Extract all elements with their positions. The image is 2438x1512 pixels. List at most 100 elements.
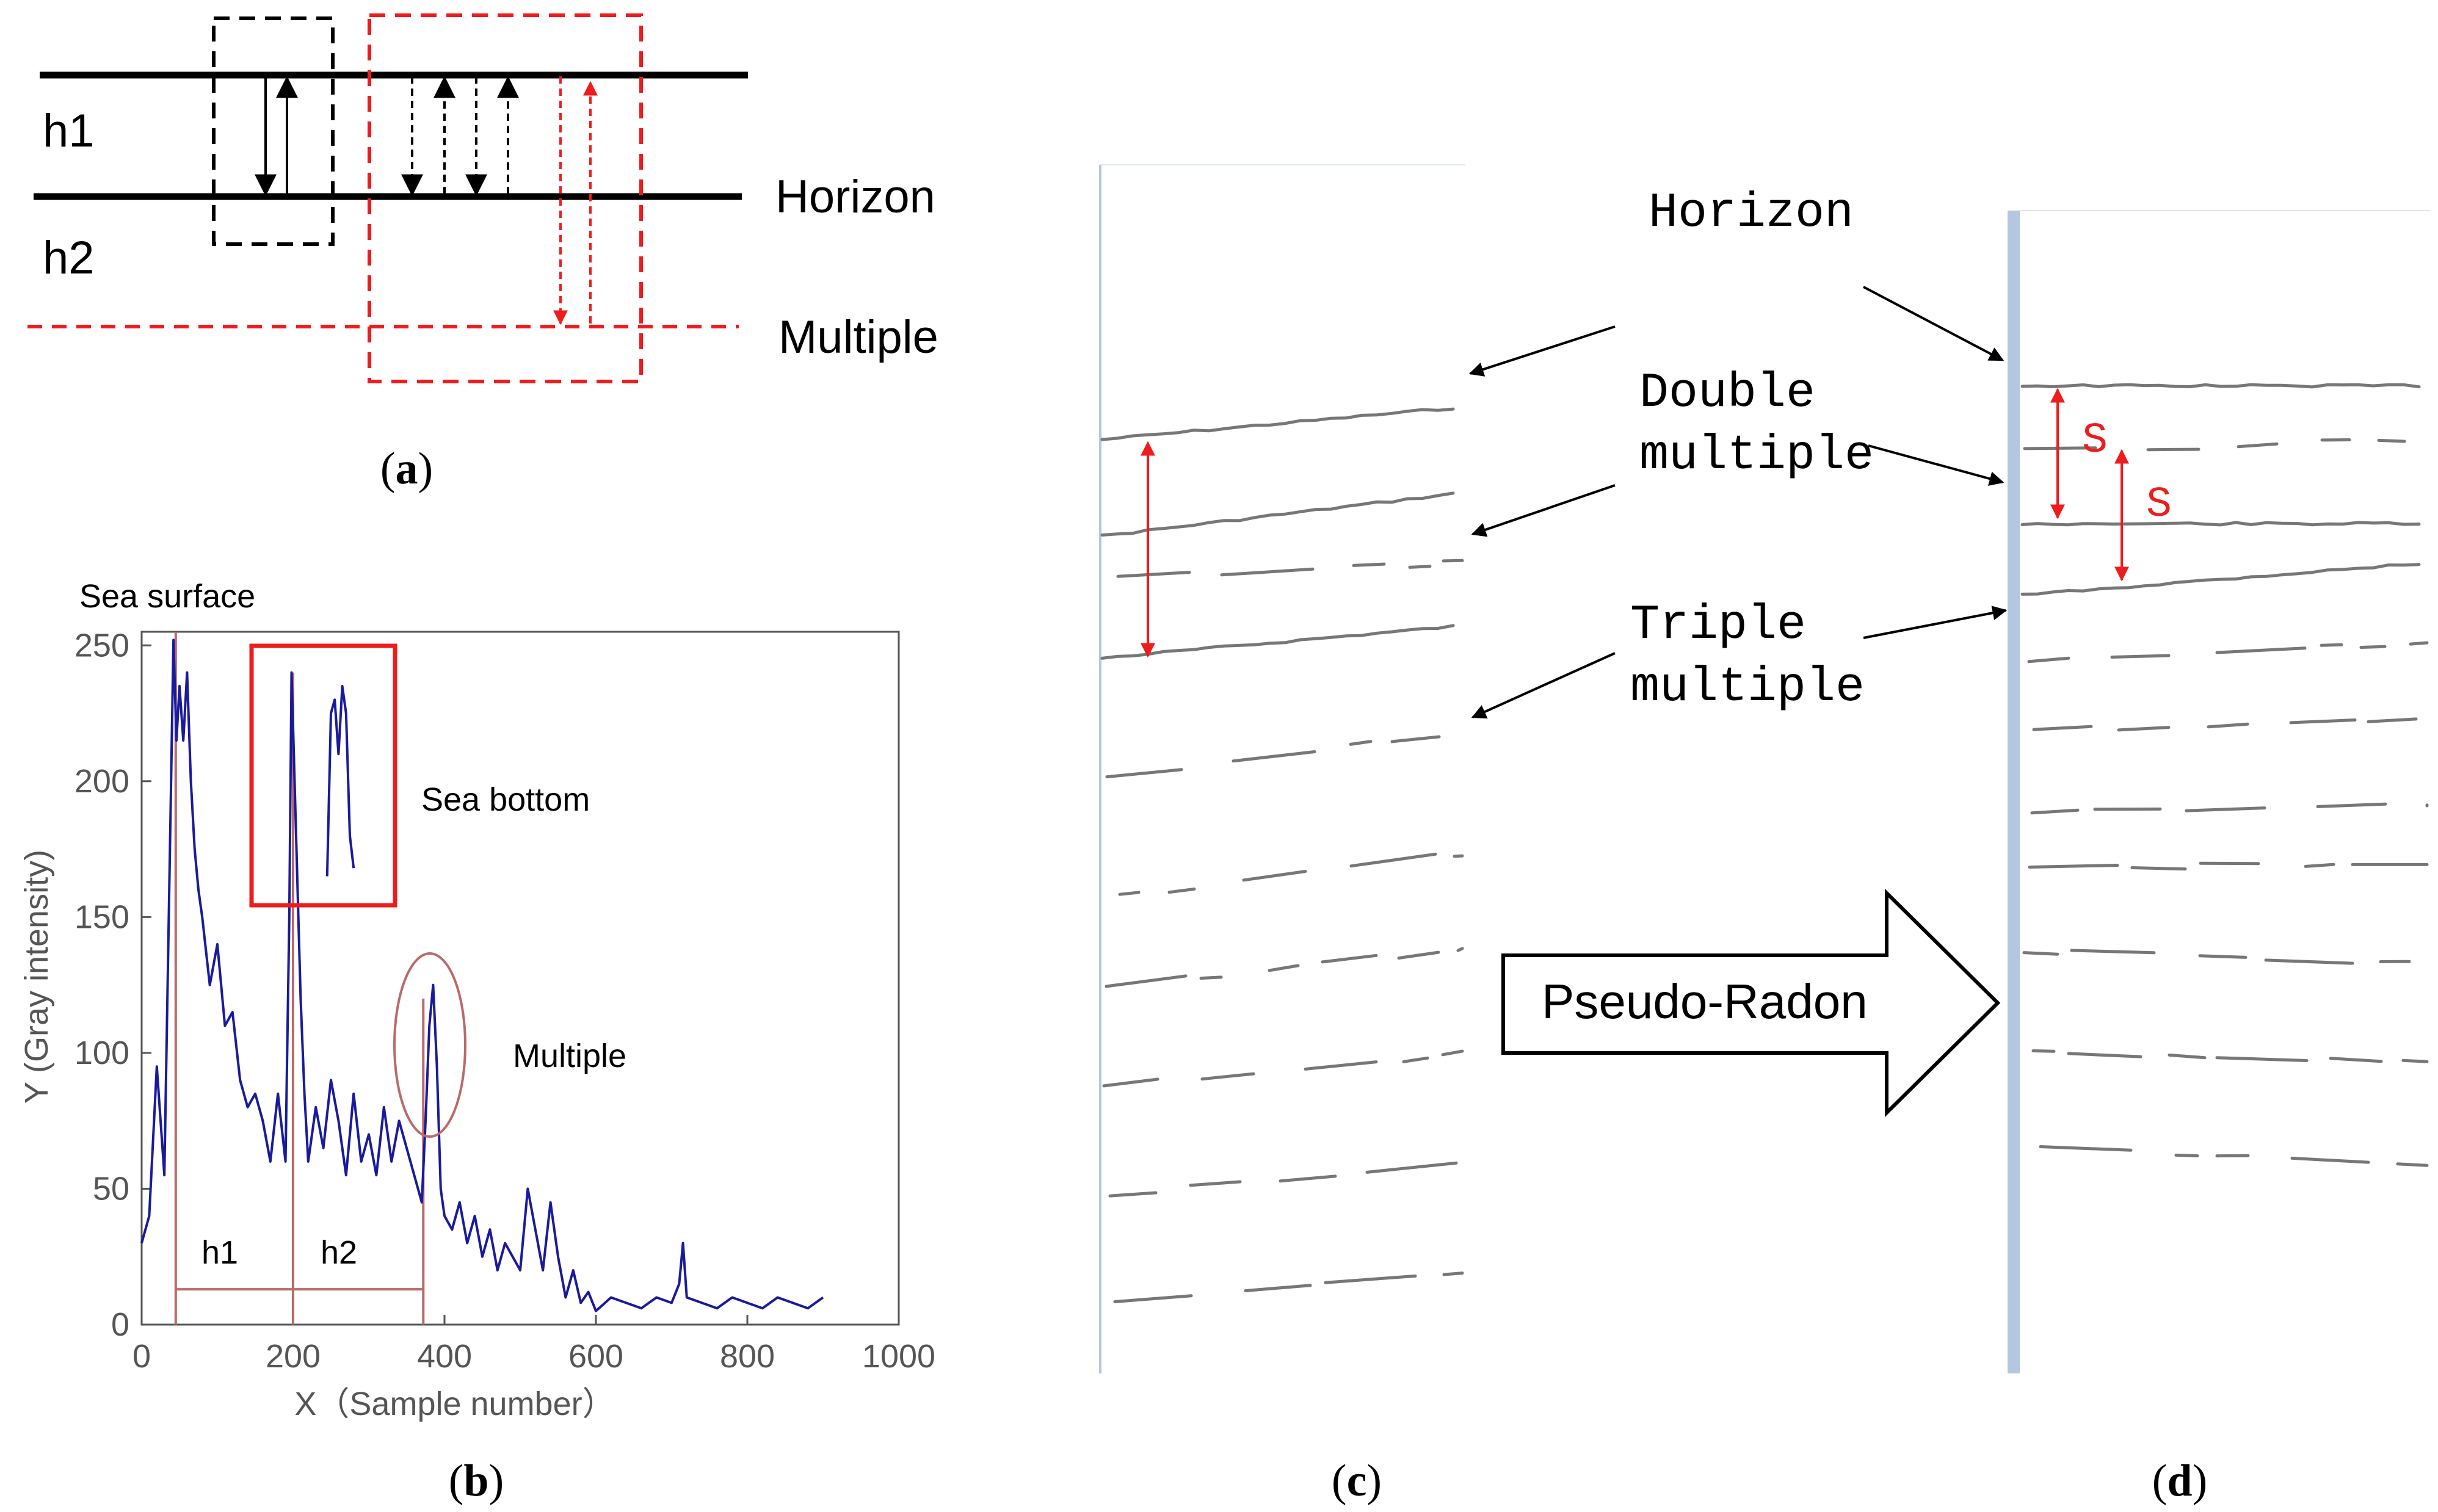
layer-label-h2: h2 <box>43 232 95 284</box>
reflection-segment <box>2289 718 2357 725</box>
horizon-label: Horizon <box>775 171 935 223</box>
reflection-segment <box>1189 1180 1242 1187</box>
reflection-segment <box>2329 1057 2383 1063</box>
reflection-segment <box>1105 768 1183 779</box>
reflection-event-1 <box>1100 491 1455 537</box>
reflection-segment <box>1220 567 1315 577</box>
reflection-segment <box>2117 726 2171 732</box>
reflection-segment <box>1321 953 1378 964</box>
arrow-to-triple-multiple <box>1471 652 1616 719</box>
x-tick-label: 800 <box>720 1338 775 1375</box>
reflection-segment <box>2130 866 2187 871</box>
reflection-segment <box>1102 1077 1159 1088</box>
arrow-to-horizon-d <box>1863 286 2004 361</box>
arrow-to-double-multiple <box>1471 484 1616 537</box>
s-label-1: S <box>2082 417 2108 465</box>
reflection-segment <box>2028 864 2119 869</box>
pseudo-radon-label: Pseudo-Radon <box>1542 974 1868 1029</box>
sea-bottom-box <box>249 643 397 908</box>
reflection-segment <box>2367 717 2418 723</box>
reflection-segment <box>2185 806 2266 812</box>
reflection-segment <box>2316 802 2387 808</box>
multiple-label: Multiple <box>513 1038 626 1074</box>
panel-label-d: (d) <box>2152 1456 2207 1506</box>
sea-bottom-label: Sea bottom <box>421 781 590 818</box>
reflection-segment <box>2022 951 2059 956</box>
reflection-segment <box>1108 1191 1158 1198</box>
h2-label: h2 <box>321 1234 357 1271</box>
plot-frame <box>140 631 900 1326</box>
reflection-segment <box>2409 641 2429 646</box>
reflection-segment <box>1167 888 1196 894</box>
reflection-segment <box>1456 947 1464 952</box>
reflection-segment <box>1349 852 1437 868</box>
layer-label-h1: h1 <box>43 105 95 157</box>
x-tick-label: 400 <box>417 1338 472 1375</box>
x-tick-label: 1000 <box>862 1338 935 1375</box>
reflection-segment <box>2168 1053 2207 1060</box>
triple-multiple-label: Triple multiple <box>1630 598 1865 715</box>
reflection-segment <box>1268 964 1300 972</box>
reflection-event-2 <box>1100 624 1455 660</box>
reflection-segment <box>1397 950 1440 960</box>
reflection-segment <box>2110 654 2171 659</box>
reflection-segment <box>1441 1049 1464 1057</box>
axis-ticks: 0 200 400 600 800 1000 0 50 100 150 200 250 <box>74 627 935 1375</box>
reflection-segment <box>2215 1056 2309 1062</box>
reflection-segment <box>1402 1056 1429 1063</box>
y-tick-label: 0 <box>111 1306 129 1343</box>
reflection-segment <box>2207 722 2249 729</box>
double-multiple-label: Double multiple <box>1639 366 1874 483</box>
reflection-segment <box>1244 1284 1312 1292</box>
panel-b: 0 200 400 600 800 1000 0 50 100 150 200 250 Sea sur… <box>18 578 935 1506</box>
s-label-2: S <box>2146 481 2172 529</box>
reflection-segment <box>2030 808 2080 815</box>
reflection-segment <box>2396 1162 2429 1167</box>
reflection-segment <box>2401 1058 2429 1063</box>
reflection-segment <box>2067 1052 2142 1058</box>
reflection-segment <box>1408 565 1432 569</box>
y-tick-label: 200 <box>74 763 129 800</box>
reflection-segment <box>1365 1161 1458 1174</box>
reflection-segment <box>1199 975 1223 980</box>
series-line-0 <box>140 638 824 1312</box>
multiple-ellipse <box>393 952 466 1138</box>
multiple-reflection-box <box>368 13 643 383</box>
reflection-segment <box>2032 725 2093 731</box>
y-tick-label: 250 <box>74 627 129 664</box>
reflection-segment <box>2146 447 2200 452</box>
series-line-1 <box>325 685 355 877</box>
horizon-label: Horizon <box>1649 186 1854 241</box>
panel-label-c: (c) <box>1332 1456 1382 1506</box>
x-tick-label: 0 <box>132 1338 151 1375</box>
arrow-to-triple-multiple-d <box>1863 606 2008 639</box>
reflection-segment <box>1105 974 1188 988</box>
x-tick-label: 200 <box>266 1338 321 1375</box>
reflection-segment <box>2377 438 2406 443</box>
h1-label: h1 <box>201 1234 238 1271</box>
arrow-to-horizon <box>1468 325 1616 377</box>
seismic-events <box>2020 383 2429 1167</box>
reflection-segment <box>2027 656 2070 664</box>
reflection-segment <box>1232 750 1316 763</box>
reflection-segment <box>2290 1156 2370 1164</box>
panel-a: h1 h2 Horizon Multiple (a) <box>27 13 938 494</box>
panel-d: S S (d) <box>2008 210 2430 1506</box>
reflection-segment <box>1113 1294 1193 1303</box>
reflection-segment <box>2031 1049 2056 1053</box>
single-reflection-box <box>212 16 335 246</box>
seismic-events <box>1100 407 1464 1303</box>
reflection-segment <box>1242 870 1307 882</box>
reflection-segment <box>1116 571 1191 578</box>
panel-c: Horizon Double multiple Triple multiple Ps… <box>1099 164 2008 1506</box>
reflection-segment <box>1304 1060 1378 1071</box>
panel-label-b: (b) <box>449 1456 504 1506</box>
reflection-segment <box>2215 646 2307 654</box>
data-series <box>140 638 824 1312</box>
reflection-segment <box>1200 1072 1255 1081</box>
reflection-segment <box>1118 891 1141 896</box>
reflection-segment <box>1279 1174 1337 1183</box>
reference-marks <box>174 632 425 1325</box>
